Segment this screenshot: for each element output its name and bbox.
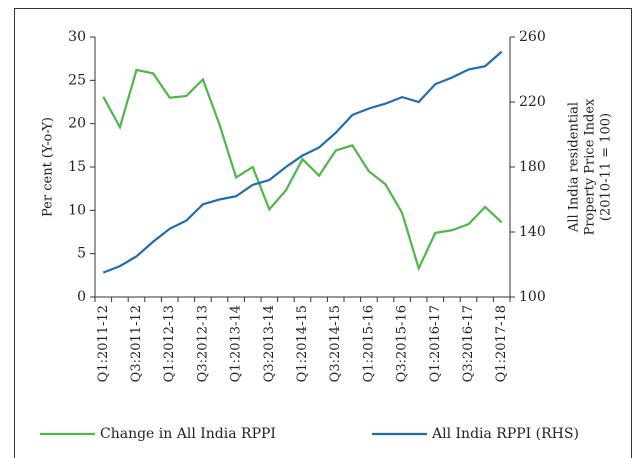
x-tick-label: Q1:2017-18 <box>494 305 509 382</box>
x-tick-label: Q1:2016-17 <box>428 305 443 382</box>
x-tick-label: Q3:2013-14 <box>262 305 277 382</box>
y2-tick-label: 100 <box>519 289 546 305</box>
y2-axis-label-line: All India residential <box>567 102 582 233</box>
y2-tick-label: 180 <box>519 159 546 175</box>
y-tick-label: 5 <box>77 246 86 262</box>
x-tick-label: Q1:2013-14 <box>229 305 244 382</box>
y-axis-label: Per cent (Y-o-Y) <box>41 117 56 217</box>
series-line <box>102 50 503 274</box>
y2-tick-label: 260 <box>519 29 546 45</box>
y-tick-label: 10 <box>68 202 86 218</box>
y-tick-label: 30 <box>68 29 86 45</box>
x-tick-label: Q1:2011-12 <box>96 305 111 382</box>
x-tick-label: Q3:2015-16 <box>395 305 410 382</box>
x-tick-label: Q3:2014-15 <box>328 305 343 382</box>
frame <box>14 8 632 458</box>
y-tick-label: 25 <box>68 72 86 88</box>
y-tick-label: 15 <box>68 159 86 175</box>
x-tick-label: Q3:2016-17 <box>461 305 476 382</box>
x-tick-label: Q1:2012-13 <box>162 305 177 382</box>
x-tick-label: Q3:2012-13 <box>195 305 210 382</box>
y2-tick-label: 220 <box>519 94 546 110</box>
x-tick-label: Q1:2014-15 <box>295 305 310 382</box>
x-tick-label: Q3:2011-12 <box>129 305 144 382</box>
legend-label: All India RPPI (RHS) <box>431 426 579 442</box>
y2-axis-label: All India residential Property Price Ind… <box>567 98 614 235</box>
legend-label: Change in All India RPPI <box>100 426 276 442</box>
series-line <box>102 68 503 272</box>
y2-axis-label-line: (2010-11 = 100) <box>599 113 614 221</box>
x-tick-label: Q1:2015-16 <box>361 305 376 382</box>
y-tick-label: 20 <box>68 116 86 132</box>
y2-axis-label-line: Property Price Index <box>583 98 598 235</box>
y-tick-label: 0 <box>77 289 86 305</box>
y2-tick-label: 140 <box>519 224 546 240</box>
